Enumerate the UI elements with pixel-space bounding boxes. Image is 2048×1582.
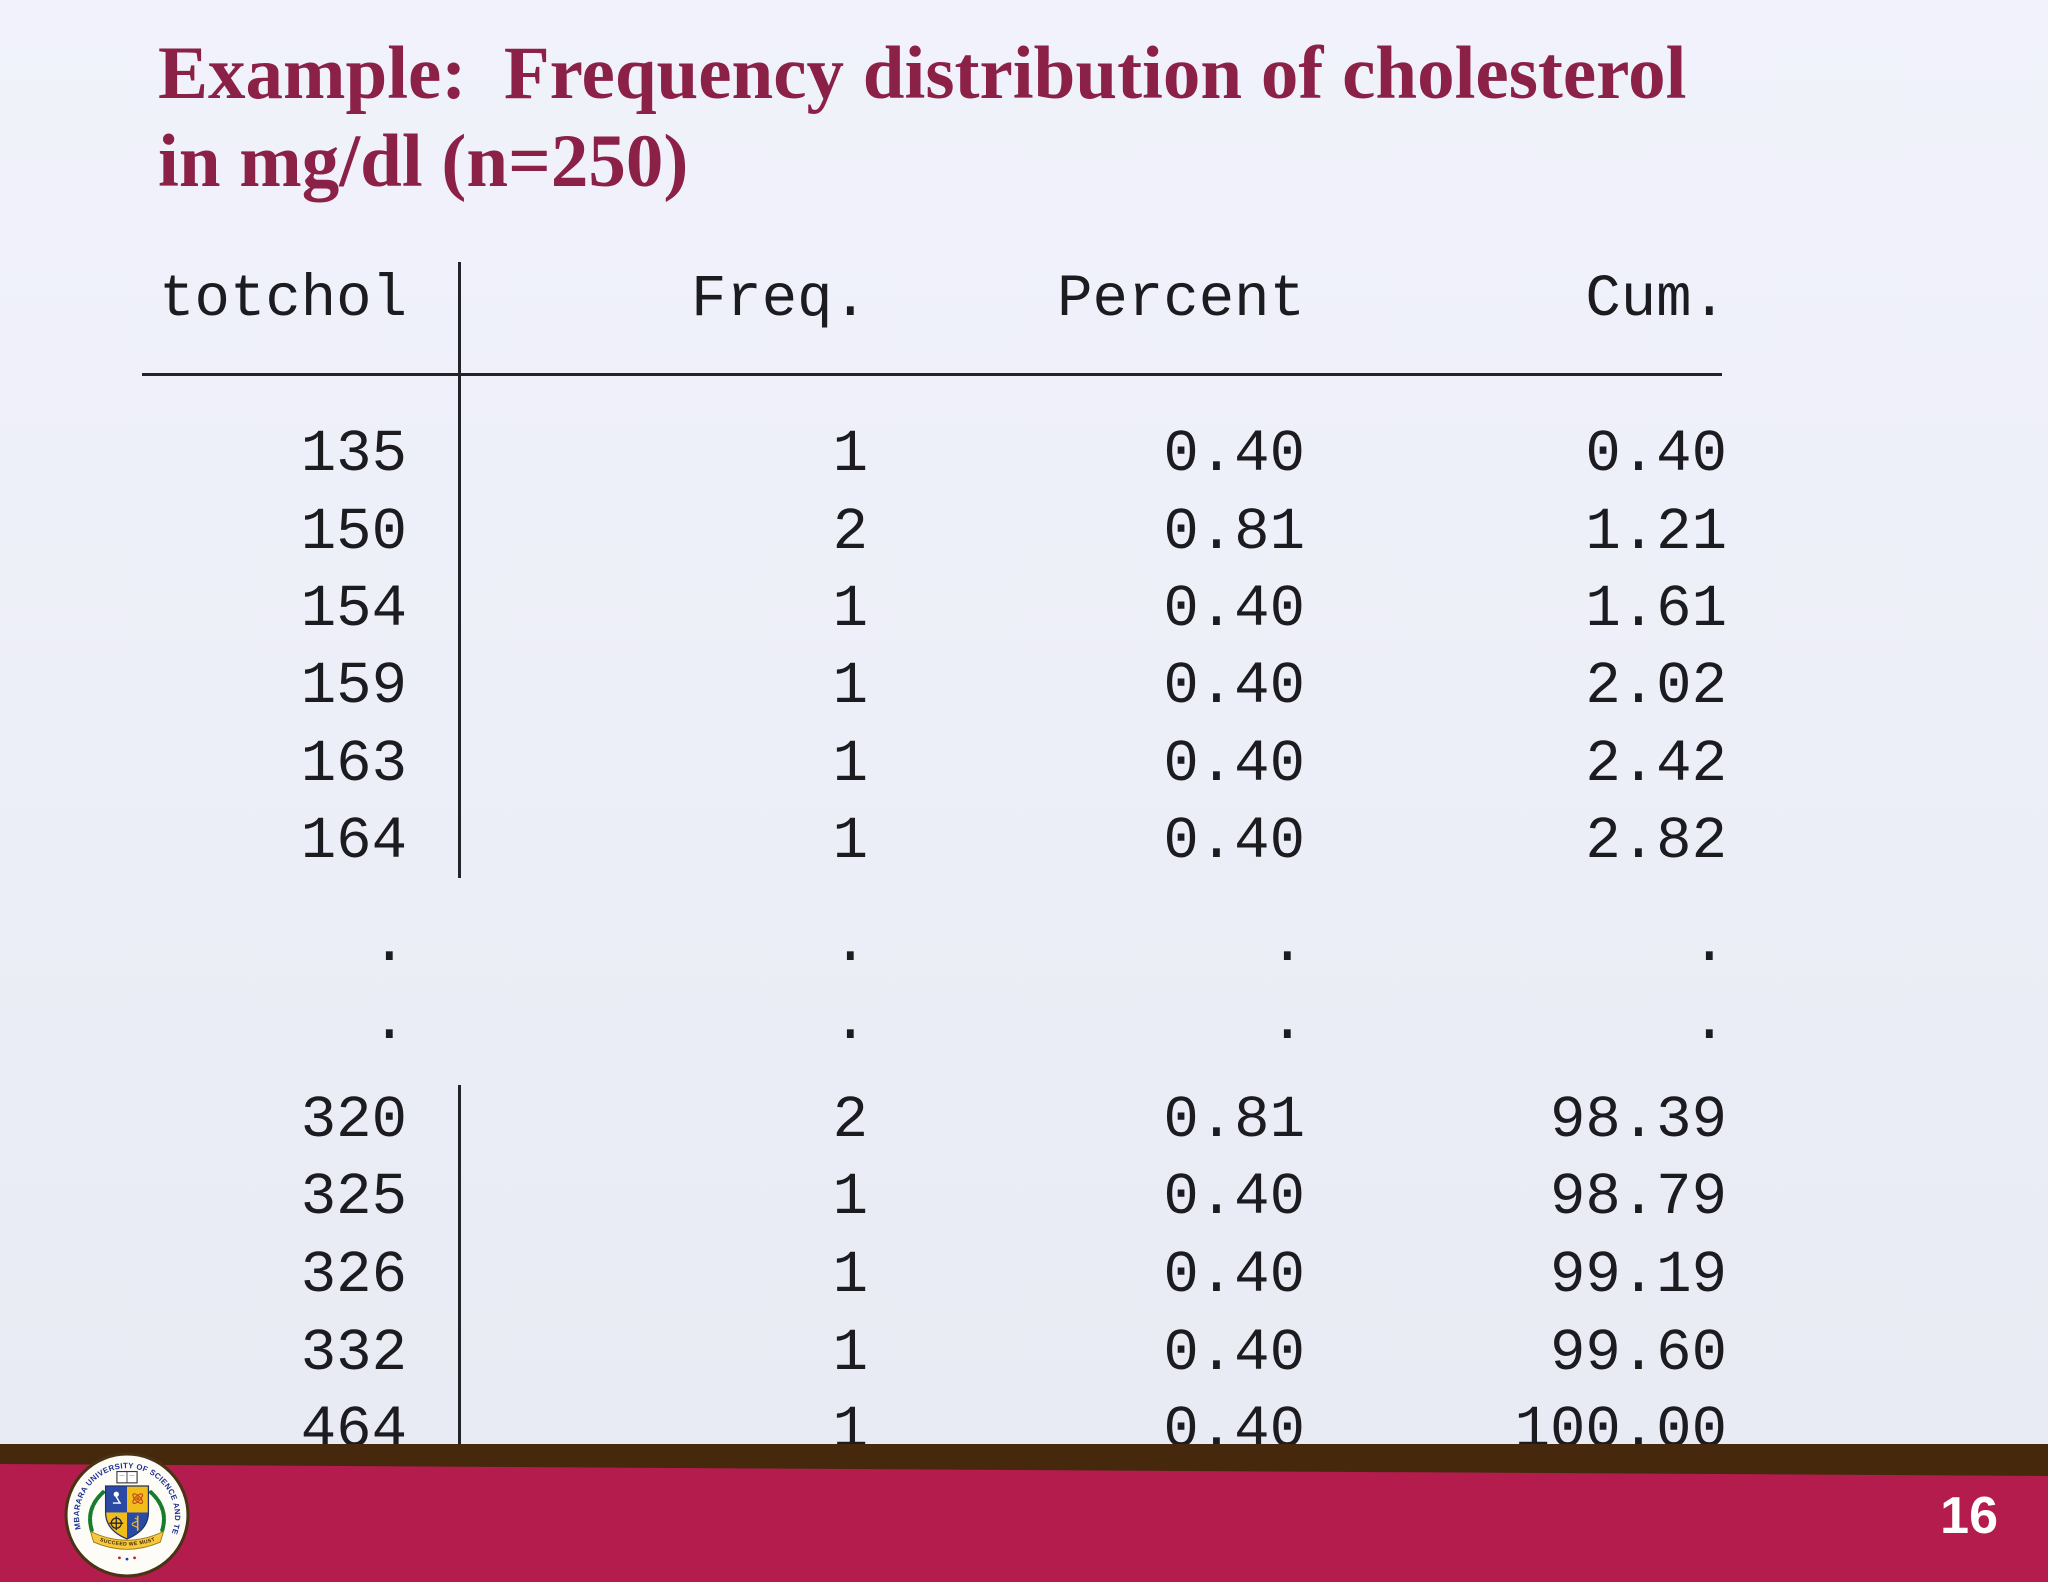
- page-title: Example: Frequency distribution of chole…: [158, 30, 1958, 206]
- cell-totchol: 164: [300, 808, 407, 875]
- cell-freq: .: [832, 911, 868, 978]
- cell-percent: 0.40: [1163, 731, 1305, 798]
- title-line-1: Example: Frequency distribution of chole…: [158, 32, 1687, 115]
- logo-dot: [118, 1556, 121, 1560]
- cell-freq: 2: [832, 499, 868, 566]
- table-row: 159 1 0.40 2.02: [0, 648, 2048, 725]
- page-number: 16: [1940, 1487, 1998, 1545]
- cell-percent: 0.40: [1163, 808, 1305, 875]
- university-logo: MBARARA UNIVERSITY OF SCIENCE AND TECHNO…: [64, 1452, 190, 1578]
- cell-totchol: .: [371, 989, 407, 1056]
- table-row: 154 1 0.40 1.61: [0, 571, 2048, 648]
- cell-cum: 98.79: [1549, 1164, 1727, 1231]
- table-row: 332 1 0.40 99.60: [0, 1315, 2048, 1392]
- cell-cum: .: [1691, 989, 1727, 1056]
- cell-cum: 99.60: [1549, 1320, 1727, 1387]
- cell-percent: 0.40: [1163, 1242, 1305, 1309]
- table-ellipsis-row: . . . .: [0, 906, 2048, 983]
- book-icon: [116, 1470, 138, 1484]
- table-row: 164 1 0.40 2.82: [0, 803, 2048, 880]
- cell-freq: 1: [832, 653, 868, 720]
- table-header-row: totchol Freq. Percent Cum.: [0, 261, 2048, 338]
- cell-percent: .: [1269, 911, 1305, 978]
- svg-text:SUCCEED WE MUST: SUCCEED WE MUST: [99, 1537, 156, 1548]
- footer-crimson-bar: [0, 1464, 2048, 1582]
- cell-freq: 1: [832, 1242, 868, 1309]
- table-vertical-divider-top: [458, 262, 461, 878]
- cell-totchol: 325: [300, 1164, 407, 1231]
- cell-percent: 0.40: [1163, 421, 1305, 488]
- table-row: 150 2 0.81 1.21: [0, 494, 2048, 571]
- cell-cum: 1.21: [1585, 499, 1727, 566]
- cell-cum: 2.42: [1585, 731, 1727, 798]
- laurel-left: [88, 1490, 106, 1533]
- table-header-divider: [142, 373, 1722, 376]
- table-row: 163 1 0.40 2.42: [0, 726, 2048, 803]
- cell-percent: 0.40: [1163, 1320, 1305, 1387]
- cell-cum: 99.19: [1549, 1242, 1727, 1309]
- cell-totchol: 332: [300, 1320, 407, 1387]
- column-header-totchol: totchol: [159, 266, 407, 333]
- cell-totchol: 135: [300, 421, 407, 488]
- cell-percent: 0.40: [1163, 653, 1305, 720]
- cell-freq: 1: [832, 731, 868, 798]
- table-row: 325 1 0.40 98.79: [0, 1159, 2048, 1236]
- cell-cum: 1.61: [1585, 576, 1727, 643]
- logo-dot: [125, 1557, 129, 1561]
- shield-outline: [104, 1485, 150, 1540]
- table-row: 326 1 0.40 99.19: [0, 1237, 2048, 1314]
- cell-percent: 0.81: [1163, 1087, 1305, 1154]
- table-row: 320 2 0.81 98.39: [0, 1082, 2048, 1159]
- cell-freq: 1: [832, 1320, 868, 1387]
- laurel-right: [148, 1490, 166, 1533]
- column-header-cum: Cum.: [1585, 266, 1727, 333]
- cell-cum: 0.40: [1585, 421, 1727, 488]
- title-line-2: in mg/dl (n=250): [158, 120, 689, 203]
- cell-freq: 1: [832, 421, 868, 488]
- logo-dot: [133, 1556, 136, 1560]
- motto-banner: [89, 1530, 165, 1550]
- cell-totchol: 326: [300, 1242, 407, 1309]
- cell-totchol: 154: [300, 576, 407, 643]
- cell-percent: 0.40: [1163, 1164, 1305, 1231]
- table-row: 135 1 0.40 0.40: [0, 416, 2048, 493]
- cell-freq: 1: [832, 1164, 868, 1231]
- cell-cum: 98.39: [1549, 1087, 1727, 1154]
- cell-totchol: 150: [300, 499, 407, 566]
- cell-cum: 2.02: [1585, 653, 1727, 720]
- cell-percent: 0.40: [1163, 576, 1305, 643]
- table-ellipsis-row: . . . .: [0, 984, 2048, 1061]
- cell-freq: 1: [832, 576, 868, 643]
- cell-freq: 2: [832, 1087, 868, 1154]
- cell-freq: .: [832, 989, 868, 1056]
- column-header-percent: Percent: [1057, 266, 1305, 333]
- column-header-freq: Freq.: [690, 266, 868, 333]
- cell-totchol: 163: [300, 731, 407, 798]
- table-vertical-divider-bottom: [458, 1085, 461, 1446]
- cell-totchol: .: [371, 911, 407, 978]
- cell-cum: 2.82: [1585, 808, 1727, 875]
- cell-freq: 1: [832, 808, 868, 875]
- cell-totchol: 320: [300, 1087, 407, 1154]
- logo-banner-text: SUCCEED WE MUST: [99, 1537, 156, 1548]
- cell-cum: .: [1691, 911, 1727, 978]
- cell-percent: 0.81: [1163, 499, 1305, 566]
- cell-totchol: 159: [300, 653, 407, 720]
- cell-percent: .: [1269, 989, 1305, 1056]
